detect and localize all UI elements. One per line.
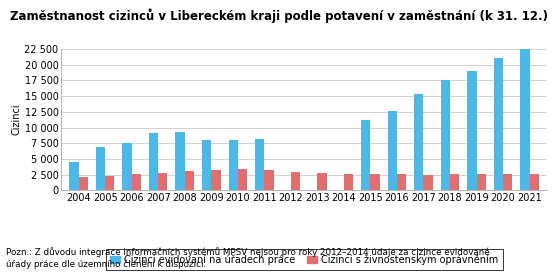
- Bar: [175, 132, 185, 190]
- Bar: [105, 176, 114, 190]
- Bar: [477, 174, 486, 190]
- Bar: [264, 170, 273, 190]
- Bar: [229, 140, 238, 190]
- Bar: [450, 174, 459, 190]
- Bar: [122, 143, 132, 190]
- Bar: [96, 147, 105, 190]
- Bar: [494, 58, 503, 190]
- Bar: [149, 132, 158, 190]
- Bar: [520, 49, 530, 190]
- Bar: [441, 81, 450, 190]
- Bar: [255, 140, 264, 190]
- Bar: [424, 175, 433, 190]
- Bar: [503, 174, 512, 190]
- Y-axis label: Cizinci: Cizinci: [12, 104, 22, 135]
- Bar: [414, 94, 424, 190]
- Bar: [202, 140, 211, 190]
- Text: Zaměstnanost cizinců v Libereckém kraji podle potavení v zaměstnání (k 31. 12.): Zaměstnanost cizinců v Libereckém kraji …: [10, 8, 548, 23]
- Bar: [211, 170, 220, 190]
- Bar: [467, 71, 477, 190]
- Bar: [291, 172, 300, 190]
- Bar: [318, 174, 326, 190]
- Bar: [69, 162, 79, 190]
- Text: úřady práce dle územního členění k dispozici.: úřady práce dle územního členění k dispo…: [6, 260, 206, 269]
- Bar: [238, 169, 247, 190]
- Bar: [79, 177, 88, 190]
- Bar: [361, 120, 371, 190]
- Bar: [388, 111, 397, 190]
- Bar: [132, 174, 141, 190]
- Bar: [185, 171, 194, 190]
- Bar: [371, 174, 379, 190]
- Bar: [530, 174, 539, 190]
- Bar: [158, 173, 167, 190]
- Legend: Cizinci evidovaní na úřadech práce, Cizinci s živnostenským oprávněním: Cizinci evidovaní na úřadech práce, Cizi…: [105, 249, 503, 270]
- Bar: [397, 174, 406, 190]
- Bar: [344, 174, 353, 190]
- Text: Pozn.: Z důvodu integrace informačních systémů MPSV nejsou pro roky 2012–2014 úd: Pozn.: Z důvodu integrace informačních s…: [6, 247, 489, 257]
